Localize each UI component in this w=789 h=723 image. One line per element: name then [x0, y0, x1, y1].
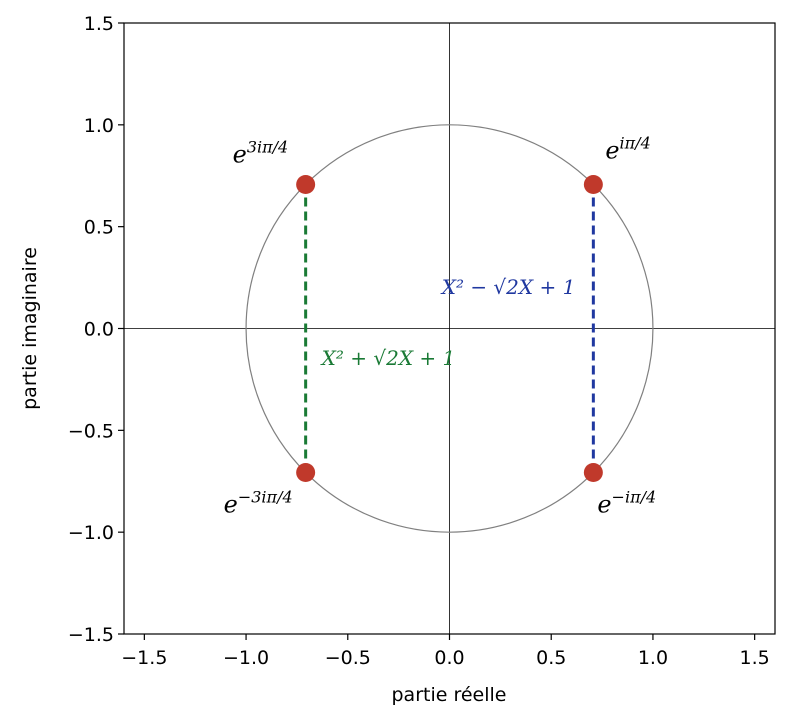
- point-label-base-2: e: [224, 491, 238, 519]
- unit-circle: [245, 124, 654, 533]
- point-marker-0: [583, 174, 603, 194]
- point-label-1: e3iπ/4: [233, 137, 289, 168]
- x-tick-label-2: −0.5: [325, 647, 371, 669]
- point-label-base-3: e: [597, 491, 611, 519]
- x-tick-label-1: −1.0: [223, 647, 269, 669]
- y-tick-label-5: 1.0: [84, 115, 114, 137]
- x-axis-label: partie réelle: [392, 684, 507, 706]
- point-label-exponent-0: iπ/4: [620, 133, 651, 152]
- point-label-exponent-1: 3iπ/4: [247, 137, 288, 156]
- point-label-2: e−3iπ/4: [224, 488, 293, 519]
- point-label-3: e−iπ/4: [597, 488, 656, 519]
- y-tick-label-1: −1.0: [68, 522, 114, 544]
- y-tick-label-4: 0.5: [84, 217, 114, 239]
- y-axis-label: partie imaginaire: [19, 247, 41, 410]
- point-marker-2: [296, 463, 316, 483]
- point-marker-1: [296, 174, 316, 194]
- y-tick-label-6: 1.5: [84, 13, 114, 35]
- point-label-base-1: e: [233, 140, 247, 168]
- x-tick-label-6: 1.5: [740, 647, 770, 669]
- point-label-base-0: e: [605, 136, 619, 164]
- segment-label-0: X² − √2X + 1: [440, 275, 576, 299]
- segment-label-1: X² + √2X + 1: [320, 346, 456, 370]
- y-tick-label-3: 0.0: [84, 319, 114, 341]
- point-label-exponent-2: −3iπ/4: [238, 488, 293, 507]
- y-tick-label-0: −1.5: [68, 624, 114, 646]
- point-label-exponent-3: −iπ/4: [612, 488, 657, 507]
- point-label-0: eiπ/4: [605, 133, 650, 164]
- x-tick-label-4: 0.5: [536, 647, 566, 669]
- y-tick-label-2: −0.5: [68, 420, 114, 442]
- point-marker-3: [583, 463, 603, 483]
- x-tick-label-5: 1.0: [638, 647, 668, 669]
- x-tick-label-0: −1.5: [121, 647, 167, 669]
- x-tick-label-3: 0.0: [434, 647, 464, 669]
